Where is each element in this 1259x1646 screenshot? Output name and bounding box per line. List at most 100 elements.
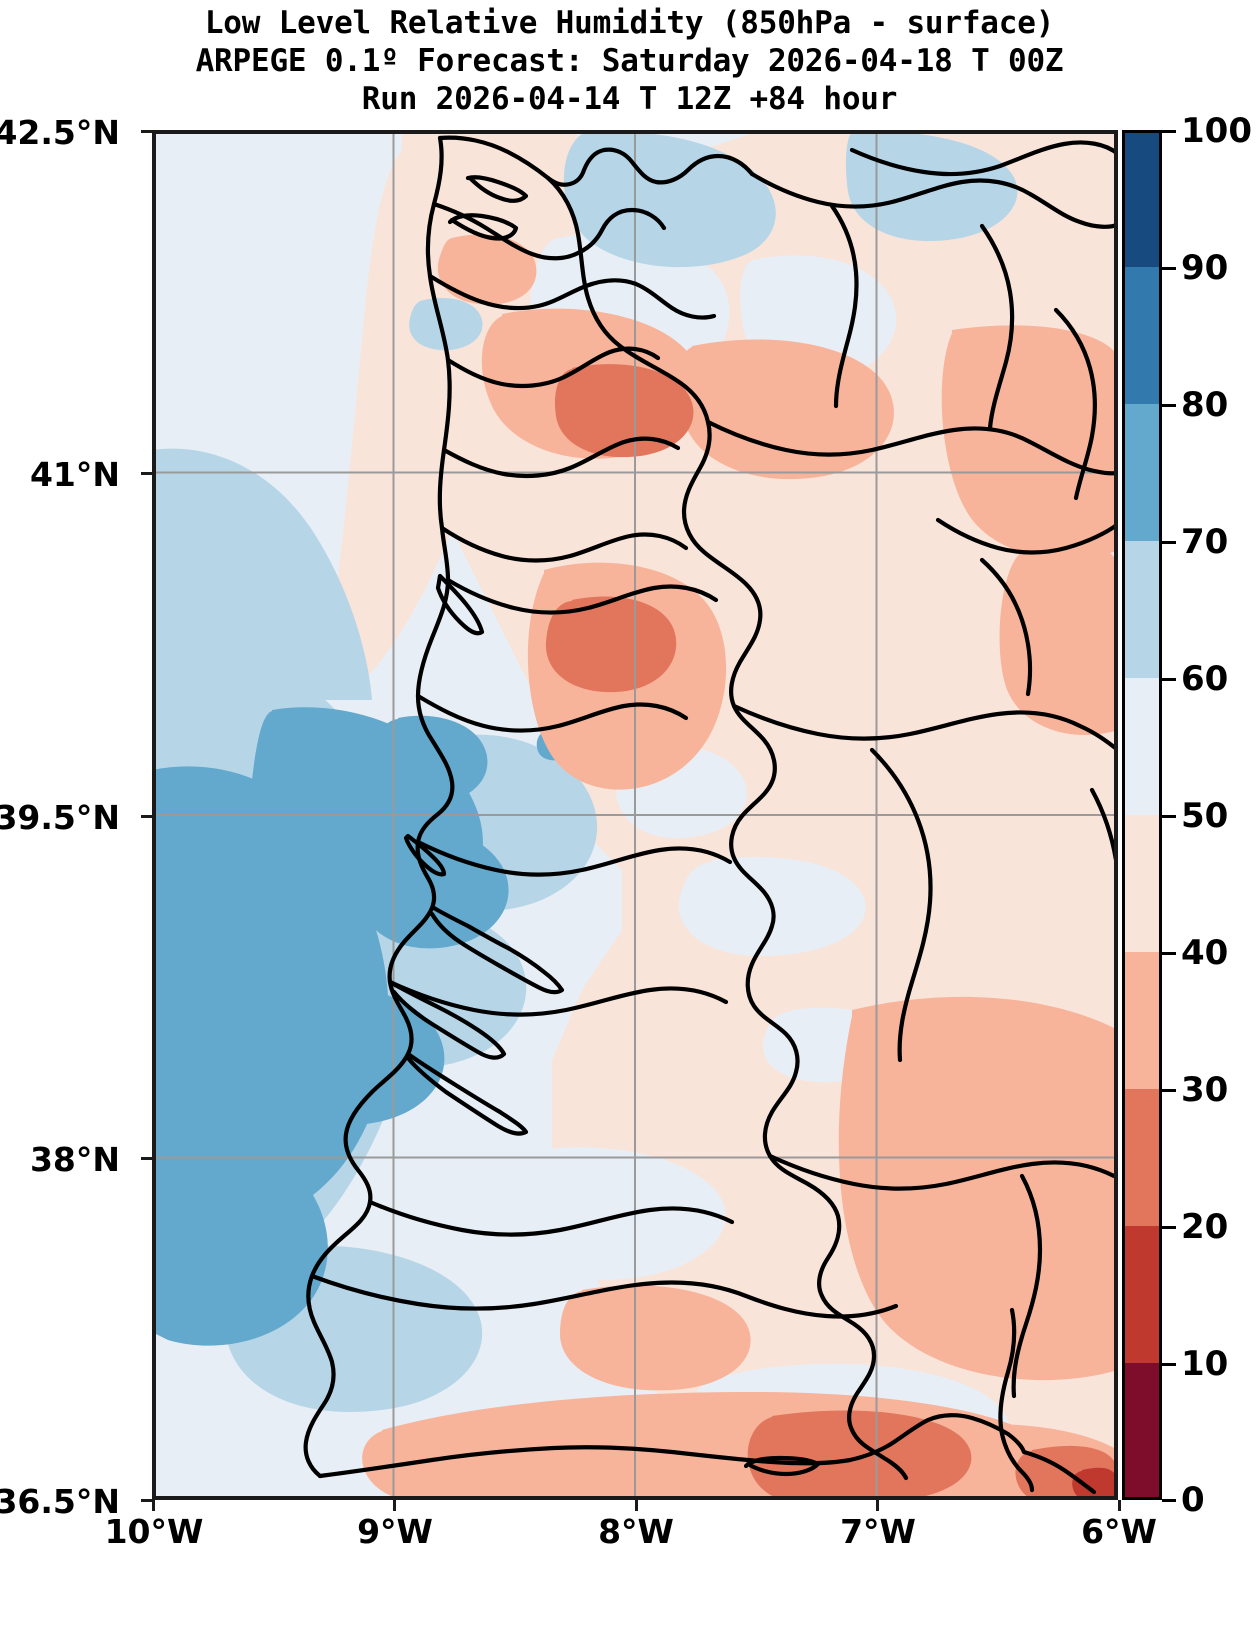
colorbar-label-20: 20 — [1181, 1207, 1229, 1247]
colorbar-tick-0 — [1162, 1499, 1176, 1502]
coastline-tagus-estuary — [429, 905, 565, 995]
title-line-run: Run 2026-04-14 T 12Z +84 hour — [361, 81, 898, 117]
colorbar-label-90: 90 — [1181, 248, 1229, 288]
coastline-galicia-rias — [465, 175, 529, 203]
lagoon-aveiro — [435, 573, 485, 636]
contour-60-70-mid-small — [409, 298, 483, 351]
xlabel-7w: 7°W — [840, 1512, 916, 1551]
colorbar-label-70: 70 — [1181, 522, 1229, 562]
xtick-8w — [635, 1500, 638, 1511]
colorbar-label-0: 0 — [1181, 1480, 1205, 1520]
title-line-variable: Low Level Relative Humidity (850hPa - su… — [204, 5, 1055, 41]
border-district-beja — [367, 1199, 735, 1237]
colorbar-band-10-20 — [1122, 1226, 1162, 1363]
coastline-guadalquivir — [1021, 1449, 1097, 1495]
ylabel-41n: 41°N — [29, 455, 120, 494]
coastline-algarve-south — [317, 1413, 1027, 1479]
contour-70-80-south-offshore — [152, 1128, 328, 1346]
xtick-6w — [1118, 1500, 1121, 1511]
colorbar-tick-90 — [1162, 267, 1176, 270]
contour-60-70-north — [563, 130, 776, 268]
border-avila-caceres — [979, 557, 1033, 697]
colorbar-band-50-60 — [1122, 678, 1162, 815]
contour-70-80-lisbonbay — [245, 986, 445, 1126]
contour-50-60-pocket-f — [496, 1147, 726, 1280]
colorbar-band-70-80 — [1122, 404, 1162, 541]
colorbar-tick-100 — [1162, 130, 1176, 133]
contour-70-80-nazare — [373, 715, 488, 804]
border-spain-asturias — [849, 140, 1118, 177]
contour-30-40-salamanca — [999, 544, 1118, 736]
border-avila-salamanca — [935, 517, 1118, 555]
colorbar-band-20-30 — [1122, 1089, 1162, 1226]
map-plot-area[interactable] — [152, 130, 1118, 1500]
border-district-leiria — [439, 525, 689, 563]
border-district-douro — [427, 273, 717, 320]
colorbar-tick-60 — [1162, 678, 1176, 681]
xlabel-10w: 10°W — [104, 1512, 204, 1551]
border-district-minho — [431, 201, 667, 261]
colorbar-label-40: 40 — [1181, 933, 1229, 973]
border-badajoz-caceres — [869, 747, 933, 1063]
border-district-lisboa — [415, 693, 689, 733]
coastline-setubal-peninsula — [387, 979, 507, 1060]
contour-30-40-extremadura — [838, 996, 1118, 1381]
colorbar-tick-20 — [1162, 1226, 1176, 1229]
ytick-42-5n — [141, 130, 152, 133]
contour-60-70-north2 — [845, 130, 1018, 242]
colorbar-label-10: 10 — [1181, 1344, 1229, 1384]
figure-title: Low Level Relative Humidity (850hPa - su… — [0, 4, 1259, 118]
colorbar-tick-70 — [1162, 541, 1176, 544]
ylabel-42-5n: 42.5°N — [0, 113, 120, 152]
xlabel-8w: 8°W — [598, 1512, 674, 1551]
river-guadiana — [998, 1307, 1035, 1493]
colorbar[interactable] — [1122, 130, 1162, 1500]
ylabel-36-5n: 36.5°N — [0, 1482, 120, 1521]
border-zamora-salamanca — [979, 223, 1015, 431]
coastline-and-borders — [303, 135, 1118, 1495]
contour-20-30-tras-core — [554, 364, 694, 458]
coastline-faro-lagoon — [743, 1455, 821, 1477]
border-castilla-extremadura — [731, 703, 1118, 753]
ytick-41n — [141, 472, 152, 475]
coastline-sado-estuary — [405, 1051, 529, 1136]
colorbar-label-50: 50 — [1181, 796, 1229, 836]
lagoon-obidos — [403, 833, 447, 877]
colorbar-band-0-10 — [1122, 1363, 1162, 1500]
contour-20-30-beira-core — [545, 596, 677, 693]
colorbar-band-60-70 — [1122, 541, 1162, 678]
border-district-setubal — [415, 839, 733, 877]
contour-60-70-offshore2 — [152, 448, 372, 700]
colorbar-label-60: 60 — [1181, 659, 1229, 699]
contour-20-30-algarve-core — [747, 1410, 972, 1500]
colorbar-label-30: 30 — [1181, 1070, 1229, 1110]
ytick-36-5n — [141, 1499, 152, 1502]
colorbar-tick-40 — [1162, 952, 1176, 955]
border-spain-galicia-castilla — [749, 171, 1118, 229]
colorbar-tick-30 — [1162, 1089, 1176, 1092]
ylabel-38n: 38°N — [29, 1140, 120, 1179]
border-extremadura-andalucia — [767, 1153, 1117, 1191]
colorbar-tick-80 — [1162, 404, 1176, 407]
humidity-contour-map — [152, 130, 1118, 1500]
coastline-galicia — [437, 135, 755, 187]
border-district-aveiro — [445, 346, 661, 389]
border-district-algarve — [309, 1273, 899, 1319]
contour-30-40-nw-small — [437, 234, 537, 305]
xtick-7w — [876, 1500, 879, 1511]
colorbar-band-80-90 — [1122, 267, 1162, 404]
border-district-coimbra — [441, 436, 681, 479]
title-line-forecast: ARPEGE 0.1º Forecast: Saturday 2026-04-1… — [195, 43, 1064, 79]
border-portugal-spain — [545, 175, 909, 1481]
ytick-39-5n — [141, 815, 152, 818]
colorbar-tick-50 — [1162, 815, 1176, 818]
contour-10-20-se-corner — [1072, 1467, 1118, 1500]
xtick-9w — [393, 1500, 396, 1511]
border-huelva-sevilla — [1011, 1173, 1043, 1399]
colorbar-band-90-100 — [1122, 130, 1162, 267]
border-leon-zamora — [829, 203, 859, 409]
border-district-evora — [387, 979, 729, 1017]
colorbar-tick-10 — [1162, 1363, 1176, 1366]
contour-30-40-alentejo-s — [560, 1285, 751, 1391]
